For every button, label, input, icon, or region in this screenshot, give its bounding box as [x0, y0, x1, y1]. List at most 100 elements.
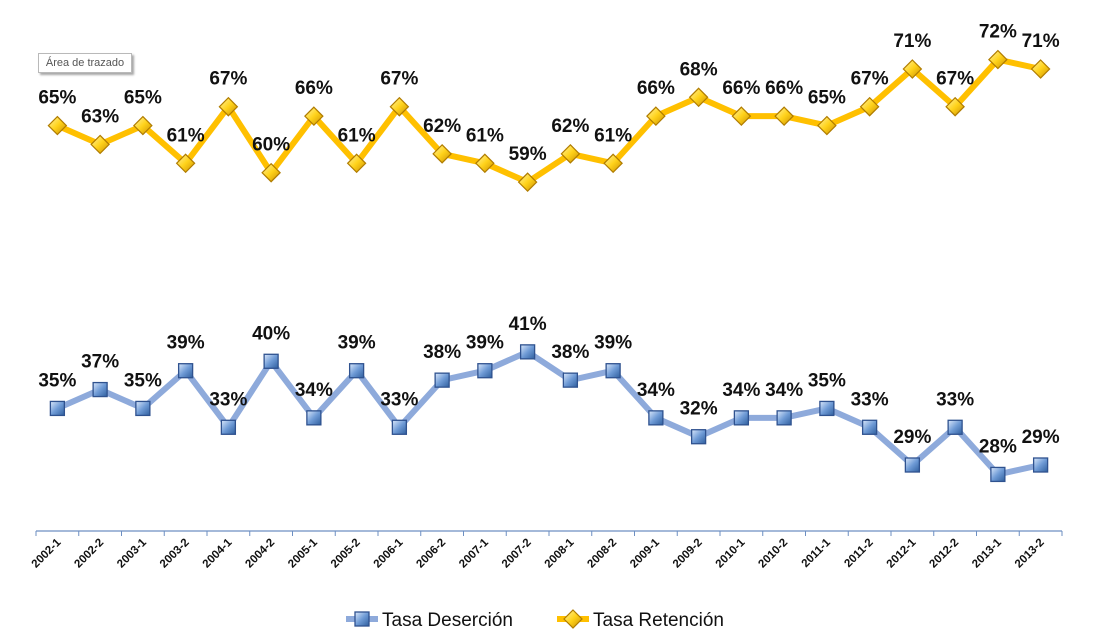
data-label-desercion: 34% — [765, 380, 803, 401]
data-point-retencion — [646, 106, 666, 126]
data-label-retencion: 67% — [936, 69, 974, 90]
data-label-desercion: 38% — [551, 342, 589, 363]
data-label-retencion: 62% — [551, 116, 589, 137]
x-tick-label: 2006-1 — [372, 536, 406, 570]
data-label-retencion: 60% — [252, 135, 290, 156]
data-label-desercion: 37% — [81, 352, 119, 373]
data-label-retencion: 62% — [423, 116, 461, 137]
data-point-desercion — [177, 363, 194, 379]
x-tick-label: 2013-2 — [1013, 537, 1047, 571]
x-tick-label: 2003-2 — [158, 537, 192, 571]
legend-label-retencion: Tasa Retención — [593, 610, 724, 631]
x-tick-label: 2011-1 — [800, 536, 834, 570]
x-tick-label: 2011-2 — [842, 537, 875, 570]
x-tick-label: 2005-1 — [286, 536, 320, 570]
data-label-retencion: 68% — [680, 59, 718, 80]
data-label-retencion: 66% — [295, 78, 333, 99]
data-point-desercion — [135, 400, 151, 417]
data-label-retencion: 61% — [466, 125, 504, 146]
data-label-desercion: 32% — [680, 399, 718, 420]
data-point-retencion — [389, 96, 410, 117]
data-point-retencion — [731, 106, 752, 126]
data-point-desercion — [776, 410, 792, 426]
data-point-retencion — [988, 49, 1008, 70]
data-point-desercion — [477, 363, 493, 379]
data-point-desercion — [947, 419, 963, 435]
data-point-desercion — [605, 363, 621, 379]
data-point-retencion — [560, 144, 581, 164]
legend-marker-retencion — [563, 609, 583, 629]
data-point-retencion — [432, 144, 452, 164]
data-point-desercion — [819, 400, 835, 417]
x-tick-label: 2008-1 — [543, 536, 577, 570]
legend: Tasa Deserción Tasa Retención — [346, 609, 724, 631]
data-point-retencion — [603, 153, 623, 174]
data-point-desercion — [990, 466, 1006, 483]
data-point-retencion — [817, 115, 837, 136]
data-point-desercion — [519, 344, 536, 360]
data-point-retencion — [47, 115, 68, 136]
data-label-desercion: 34% — [637, 380, 675, 401]
data-label-desercion: 40% — [252, 323, 290, 344]
data-label-desercion: 41% — [509, 314, 547, 335]
data-label-retencion: 65% — [38, 88, 76, 109]
data-point-retencion — [945, 96, 965, 117]
data-label-desercion: 33% — [936, 389, 974, 410]
data-point-retencion — [133, 115, 153, 136]
data-label-desercion: 39% — [466, 333, 504, 354]
data-label-retencion: 66% — [722, 78, 760, 99]
data-point-retencion — [859, 96, 880, 117]
data-point-retencion — [218, 96, 239, 117]
data-point-retencion — [90, 134, 110, 155]
data-label-desercion: 33% — [380, 389, 418, 410]
data-label-desercion: 33% — [851, 389, 889, 410]
x-tick-label: 2007-1 — [457, 536, 491, 570]
legend-marker-desercion — [354, 611, 370, 627]
data-point-retencion — [304, 106, 324, 126]
data-point-desercion — [648, 410, 664, 426]
data-label-desercion: 39% — [594, 333, 632, 354]
x-tick-label: 2003-1 — [115, 536, 149, 570]
data-label-retencion: 61% — [594, 125, 632, 146]
x-tick-label: 2002-1 — [30, 536, 64, 570]
data-label-retencion: 65% — [808, 88, 846, 109]
data-point-desercion — [49, 400, 66, 417]
x-tick-label: 2013-1 — [970, 536, 1004, 570]
data-point-desercion — [92, 381, 108, 398]
data-label-retencion: 63% — [81, 106, 119, 127]
data-point-desercion — [263, 353, 279, 369]
data-label-desercion: 35% — [808, 370, 846, 391]
data-label-retencion: 72% — [979, 22, 1017, 43]
data-label-desercion: 39% — [338, 333, 376, 354]
data-label-retencion: 71% — [1022, 31, 1060, 52]
data-label-desercion: 29% — [893, 427, 931, 448]
data-label-retencion: 67% — [380, 69, 418, 90]
data-label-desercion: 33% — [209, 389, 247, 410]
x-tick-label: 2004-2 — [243, 537, 277, 571]
data-label-desercion: 29% — [1022, 427, 1060, 448]
data-point-desercion — [562, 372, 579, 388]
data-label-desercion: 39% — [167, 333, 205, 354]
data-point-desercion — [861, 419, 878, 435]
data-label-desercion: 35% — [124, 370, 162, 391]
data-label-retencion: 66% — [637, 78, 675, 99]
data-label-retencion: 65% — [124, 88, 162, 109]
data-point-desercion — [391, 419, 408, 435]
data-label-desercion: 34% — [295, 380, 333, 401]
data-point-retencion — [688, 87, 709, 108]
data-point-retencion — [261, 162, 281, 183]
data-point-desercion — [904, 457, 921, 473]
data-point-retencion — [1030, 59, 1051, 79]
data-label-retencion: 67% — [851, 69, 889, 90]
x-tick-label: 2012-2 — [927, 537, 961, 571]
data-point-retencion — [346, 153, 367, 174]
data-point-retencion — [774, 106, 794, 126]
x-tick-label: 2004-1 — [201, 536, 235, 570]
x-tick-label: 2009-1 — [628, 536, 662, 570]
data-label-retencion: 61% — [167, 125, 205, 146]
data-point-desercion — [434, 372, 450, 388]
plot-area-tooltip: Área de trazado — [38, 53, 132, 73]
x-tick-label: 2012-1 — [885, 536, 919, 570]
data-label-desercion: 35% — [38, 370, 76, 391]
